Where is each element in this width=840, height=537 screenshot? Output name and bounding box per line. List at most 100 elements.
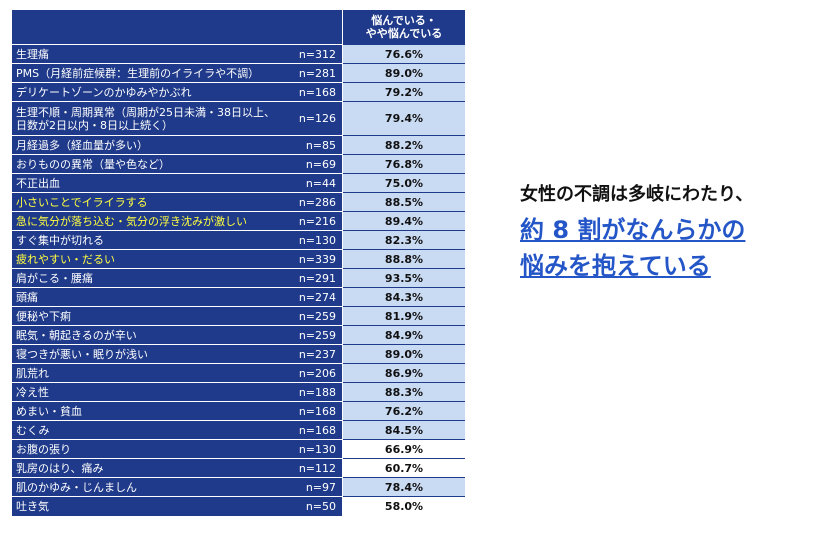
table-body: 生理痛 n=312 76.6% PMS（月経前症候群：生理前のイライラや不調） n=28… bbox=[12, 44, 465, 516]
table-row: すぐ集中が切れる n=130 82.3% bbox=[12, 230, 465, 250]
table-row: 急に気分が落ち込む・気分の浮き沈みが激しい n=216 89.4% bbox=[12, 211, 465, 231]
row-n: n=130 bbox=[298, 439, 343, 459]
row-n: n=259 bbox=[298, 306, 343, 326]
row-n: n=281 bbox=[298, 63, 343, 83]
row-label: 乳房のはり、痛み bbox=[12, 458, 299, 478]
row-value: 89.4% bbox=[342, 211, 465, 231]
row-value: 76.8% bbox=[342, 154, 465, 174]
table-row: 肌のかゆみ・じんましん n=97 78.4% bbox=[12, 477, 465, 497]
table-row: 月経過多（経血量が多い） n=85 88.2% bbox=[12, 135, 465, 155]
row-value: 88.3% bbox=[342, 382, 465, 402]
table-row: 頭痛 n=274 84.3% bbox=[12, 287, 465, 307]
row-value: 75.0% bbox=[342, 173, 465, 193]
row-n: n=112 bbox=[298, 458, 343, 478]
table-header-row: 悩んでいる・ やや悩んでいる bbox=[12, 10, 465, 45]
row-n: n=44 bbox=[298, 173, 343, 193]
row-label: お腹の張り bbox=[12, 439, 299, 459]
emphasis-line-1: 約 8 割がなんらかの bbox=[520, 216, 746, 244]
table-row: 生理痛 n=312 76.6% bbox=[12, 44, 465, 64]
row-value: 93.5% bbox=[342, 268, 465, 288]
row-n: n=259 bbox=[298, 325, 343, 345]
row-n: n=69 bbox=[298, 154, 343, 174]
row-value: 60.7% bbox=[342, 458, 465, 478]
table-row: むくみ n=168 84.5% bbox=[12, 420, 465, 440]
header-label-cell bbox=[12, 10, 299, 45]
table-row: PMS（月経前症候群：生理前のイライラや不調） n=281 89.0% bbox=[12, 63, 465, 83]
row-n: n=291 bbox=[298, 268, 343, 288]
row-value: 84.3% bbox=[342, 287, 465, 307]
table-row: 不正出血 n=44 75.0% bbox=[12, 173, 465, 193]
row-value: 88.2% bbox=[342, 135, 465, 155]
row-label: 眠気・朝起きるのが辛い bbox=[12, 325, 299, 345]
table-row: デリケートゾーンのかゆみやかぶれ n=168 79.2% bbox=[12, 82, 465, 102]
row-value: 88.5% bbox=[342, 192, 465, 212]
row-n: n=130 bbox=[298, 230, 343, 250]
table-row: 肌荒れ n=206 86.9% bbox=[12, 363, 465, 383]
row-label: PMS（月経前症候群：生理前のイライラや不調） bbox=[12, 63, 299, 83]
row-label: 寝つきが悪い・眠りが浅い bbox=[12, 344, 299, 364]
row-n: n=312 bbox=[298, 44, 343, 64]
row-label: おりものの異常（量や色など） bbox=[12, 154, 299, 174]
row-n: n=237 bbox=[298, 344, 343, 364]
row-label: 生理不順・周期異常（周期が25日未満・38日以上、 日数が2日以内・8日以上続く… bbox=[12, 101, 299, 136]
row-value: 58.0% bbox=[342, 496, 465, 516]
row-label: 不正出血 bbox=[12, 173, 299, 193]
row-label: 冷え性 bbox=[12, 382, 299, 402]
table-row: 乳房のはり、痛み n=112 60.7% bbox=[12, 458, 465, 478]
row-label: めまい・貧血 bbox=[12, 401, 299, 421]
table-row: めまい・貧血 n=168 76.2% bbox=[12, 401, 465, 421]
row-value: 81.9% bbox=[342, 306, 465, 326]
row-label: 肌荒れ bbox=[12, 363, 299, 383]
row-label: 月経過多（経血量が多い） bbox=[12, 135, 299, 155]
row-value: 78.4% bbox=[342, 477, 465, 497]
row-label: 頭痛 bbox=[12, 287, 299, 307]
row-label: むくみ bbox=[12, 420, 299, 440]
table-row: 小さいことでイライラする n=286 88.5% bbox=[12, 192, 465, 212]
row-label: 小さいことでイライラする bbox=[12, 192, 299, 212]
row-label: 生理痛 bbox=[12, 44, 299, 64]
row-n: n=274 bbox=[298, 287, 343, 307]
row-n: n=168 bbox=[298, 401, 343, 421]
table-row: 吐き気 n=50 58.0% bbox=[12, 496, 465, 516]
row-value: 89.0% bbox=[342, 344, 465, 364]
row-n: n=168 bbox=[298, 420, 343, 440]
row-value: 86.9% bbox=[342, 363, 465, 383]
row-n: n=97 bbox=[298, 477, 343, 497]
table-row: 疲れやすい・だるい n=339 88.8% bbox=[12, 249, 465, 269]
row-n: n=85 bbox=[298, 135, 343, 155]
row-value: 82.3% bbox=[342, 230, 465, 250]
row-n: n=206 bbox=[298, 363, 343, 383]
header-n-cell bbox=[298, 10, 343, 45]
emphasis-line-2: 悩みを抱えている bbox=[520, 252, 711, 280]
row-n: n=168 bbox=[298, 82, 343, 102]
row-value: 76.2% bbox=[342, 401, 465, 421]
row-label: 疲れやすい・だるい bbox=[12, 249, 299, 269]
table-row: 寝つきが悪い・眠りが浅い n=237 89.0% bbox=[12, 344, 465, 364]
row-label: すぐ集中が切れる bbox=[12, 230, 299, 250]
row-n: n=216 bbox=[298, 211, 343, 231]
survey-table: 悩んでいる・ やや悩んでいる 生理痛 n=312 76.6% PMS（月経前症候群：生… bbox=[12, 10, 465, 516]
row-n: n=286 bbox=[298, 192, 343, 212]
row-n: n=188 bbox=[298, 382, 343, 402]
row-n: n=126 bbox=[298, 101, 343, 136]
table-row: 冷え性 n=188 88.3% bbox=[12, 382, 465, 402]
row-label: 肩がこる・腰痛 bbox=[12, 268, 299, 288]
header-value-cell: 悩んでいる・ やや悩んでいる bbox=[342, 10, 465, 45]
table-row: おりものの異常（量や色など） n=69 76.8% bbox=[12, 154, 465, 174]
table-row: 便秘や下痢 n=259 81.9% bbox=[12, 306, 465, 326]
table-row: 眠気・朝起きるのが辛い n=259 84.9% bbox=[12, 325, 465, 345]
row-n: n=50 bbox=[298, 496, 343, 516]
summary-block: 女性の不調は多岐にわたり、 約 8 割がなんらかの 悩みを抱えている bbox=[520, 180, 753, 284]
row-label: 便秘や下痢 bbox=[12, 306, 299, 326]
row-value: 89.0% bbox=[342, 63, 465, 83]
table-row: 生理不順・周期異常（周期が25日未満・38日以上、 日数が2日以内・8日以上続く… bbox=[12, 101, 465, 136]
row-value: 76.6% bbox=[342, 44, 465, 64]
row-value: 84.5% bbox=[342, 420, 465, 440]
row-value: 66.9% bbox=[342, 439, 465, 459]
headline-text: 女性の不調は多岐にわたり、 bbox=[520, 184, 754, 205]
row-value: 79.4% bbox=[342, 101, 465, 136]
row-value: 88.8% bbox=[342, 249, 465, 269]
table-row: 肩がこる・腰痛 n=291 93.5% bbox=[12, 268, 465, 288]
row-label: 肌のかゆみ・じんましん bbox=[12, 477, 299, 497]
row-n: n=339 bbox=[298, 249, 343, 269]
